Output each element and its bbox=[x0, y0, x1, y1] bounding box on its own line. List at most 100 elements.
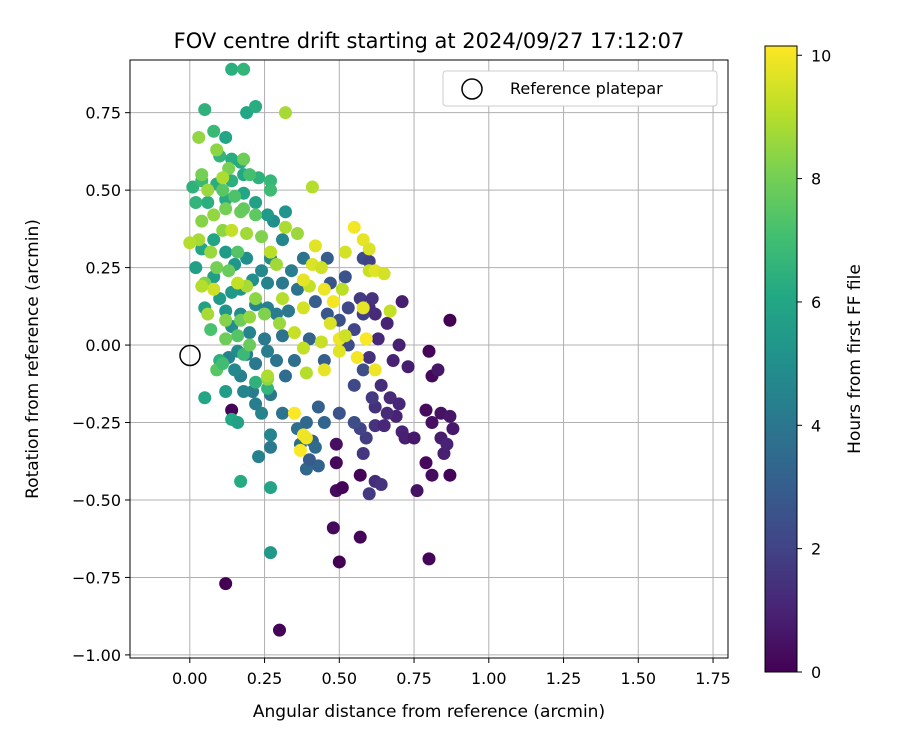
data-point bbox=[419, 403, 433, 417]
data-point bbox=[264, 440, 278, 454]
data-point bbox=[287, 326, 301, 340]
data-point bbox=[398, 431, 412, 445]
data-point bbox=[386, 354, 400, 368]
data-point bbox=[207, 282, 221, 296]
data-point bbox=[296, 301, 310, 315]
data-point bbox=[347, 416, 361, 430]
data-point bbox=[410, 484, 424, 498]
data-point bbox=[207, 233, 221, 247]
y-axis-label: Rotation from reference (arcmin) bbox=[23, 219, 43, 499]
legend-open-circle-icon bbox=[461, 78, 483, 100]
data-point bbox=[317, 282, 331, 296]
data-point bbox=[219, 577, 233, 591]
data-point bbox=[249, 397, 263, 411]
data-point bbox=[329, 456, 343, 470]
data-point bbox=[356, 233, 370, 247]
data-point bbox=[299, 416, 313, 430]
x-tick-label: 0.25 bbox=[247, 669, 283, 688]
data-point bbox=[243, 338, 257, 352]
data-point bbox=[261, 369, 275, 383]
data-point bbox=[290, 227, 304, 241]
x-axis-ticks: 0.00 0.25 0.50 0.75 1.00 1.25 1.50 1.75 bbox=[172, 658, 731, 688]
data-point bbox=[255, 230, 269, 244]
data-point bbox=[270, 354, 284, 368]
data-point bbox=[323, 316, 337, 330]
colorbar-label: Hours from first FF file bbox=[845, 264, 865, 454]
data-point bbox=[287, 354, 301, 368]
data-point bbox=[332, 344, 346, 358]
data-point bbox=[189, 261, 203, 275]
data-point bbox=[326, 521, 340, 535]
data-point bbox=[446, 422, 460, 436]
data-point bbox=[353, 468, 367, 482]
data-point bbox=[273, 316, 286, 330]
x-tick-label: 1.00 bbox=[471, 669, 507, 688]
data-point bbox=[278, 205, 292, 219]
legend-label: Reference platepar bbox=[510, 79, 663, 98]
data-point bbox=[425, 468, 439, 482]
y-tick-label: 0.75 bbox=[85, 104, 121, 123]
data-point bbox=[377, 419, 391, 433]
data-point bbox=[264, 546, 278, 560]
data-point bbox=[249, 99, 263, 113]
colorbar-tick-label: 10 bbox=[811, 46, 831, 65]
data-point bbox=[264, 481, 278, 495]
data-point bbox=[296, 273, 310, 287]
data-point bbox=[338, 245, 352, 259]
data-point bbox=[401, 360, 415, 374]
x-tick-label: 0.00 bbox=[172, 669, 208, 688]
data-point bbox=[299, 431, 313, 445]
x-tick-label: 1.75 bbox=[695, 669, 731, 688]
data-point bbox=[293, 443, 307, 457]
data-point bbox=[249, 208, 263, 222]
data-point bbox=[228, 363, 242, 377]
data-point bbox=[371, 332, 385, 346]
data-point bbox=[356, 447, 370, 461]
data-point bbox=[356, 301, 370, 315]
data-point bbox=[395, 295, 409, 309]
data-point bbox=[368, 419, 382, 433]
data-point bbox=[228, 189, 242, 203]
data-point bbox=[231, 245, 245, 259]
data-point bbox=[249, 292, 263, 306]
data-point bbox=[350, 350, 364, 364]
data-point bbox=[365, 391, 379, 405]
data-point bbox=[219, 202, 233, 216]
data-point bbox=[281, 304, 295, 318]
data-point bbox=[347, 378, 361, 392]
data-point bbox=[273, 623, 286, 637]
data-point bbox=[308, 239, 322, 253]
data-point bbox=[356, 363, 370, 377]
colorbar-tick-label: 8 bbox=[811, 170, 821, 189]
data-point bbox=[243, 326, 257, 340]
data-point bbox=[204, 323, 218, 337]
data-point bbox=[314, 261, 328, 275]
data-point bbox=[198, 103, 212, 117]
y-tick-label: 0.25 bbox=[85, 259, 121, 278]
data-point bbox=[240, 227, 254, 241]
data-point bbox=[275, 329, 289, 343]
data-point bbox=[335, 481, 349, 495]
data-point bbox=[201, 196, 215, 210]
data-point bbox=[216, 357, 230, 371]
data-point bbox=[207, 124, 221, 138]
data-point bbox=[261, 208, 275, 222]
data-point bbox=[225, 223, 239, 237]
data-point bbox=[338, 329, 352, 343]
data-point bbox=[275, 233, 289, 247]
data-point bbox=[219, 332, 233, 346]
data-point bbox=[264, 183, 278, 197]
data-point bbox=[258, 332, 272, 346]
data-point bbox=[189, 196, 203, 210]
x-tick-label: 0.75 bbox=[396, 669, 432, 688]
y-tick-label: −0.50 bbox=[72, 491, 121, 510]
data-point bbox=[359, 332, 373, 346]
data-point bbox=[234, 474, 248, 488]
data-point bbox=[326, 295, 340, 309]
data-point bbox=[317, 416, 331, 430]
data-point bbox=[296, 341, 310, 355]
colorbar-tick-label: 4 bbox=[811, 416, 821, 435]
legend: Reference platepar bbox=[442, 70, 718, 107]
data-point bbox=[362, 350, 376, 364]
data-point bbox=[264, 428, 278, 442]
